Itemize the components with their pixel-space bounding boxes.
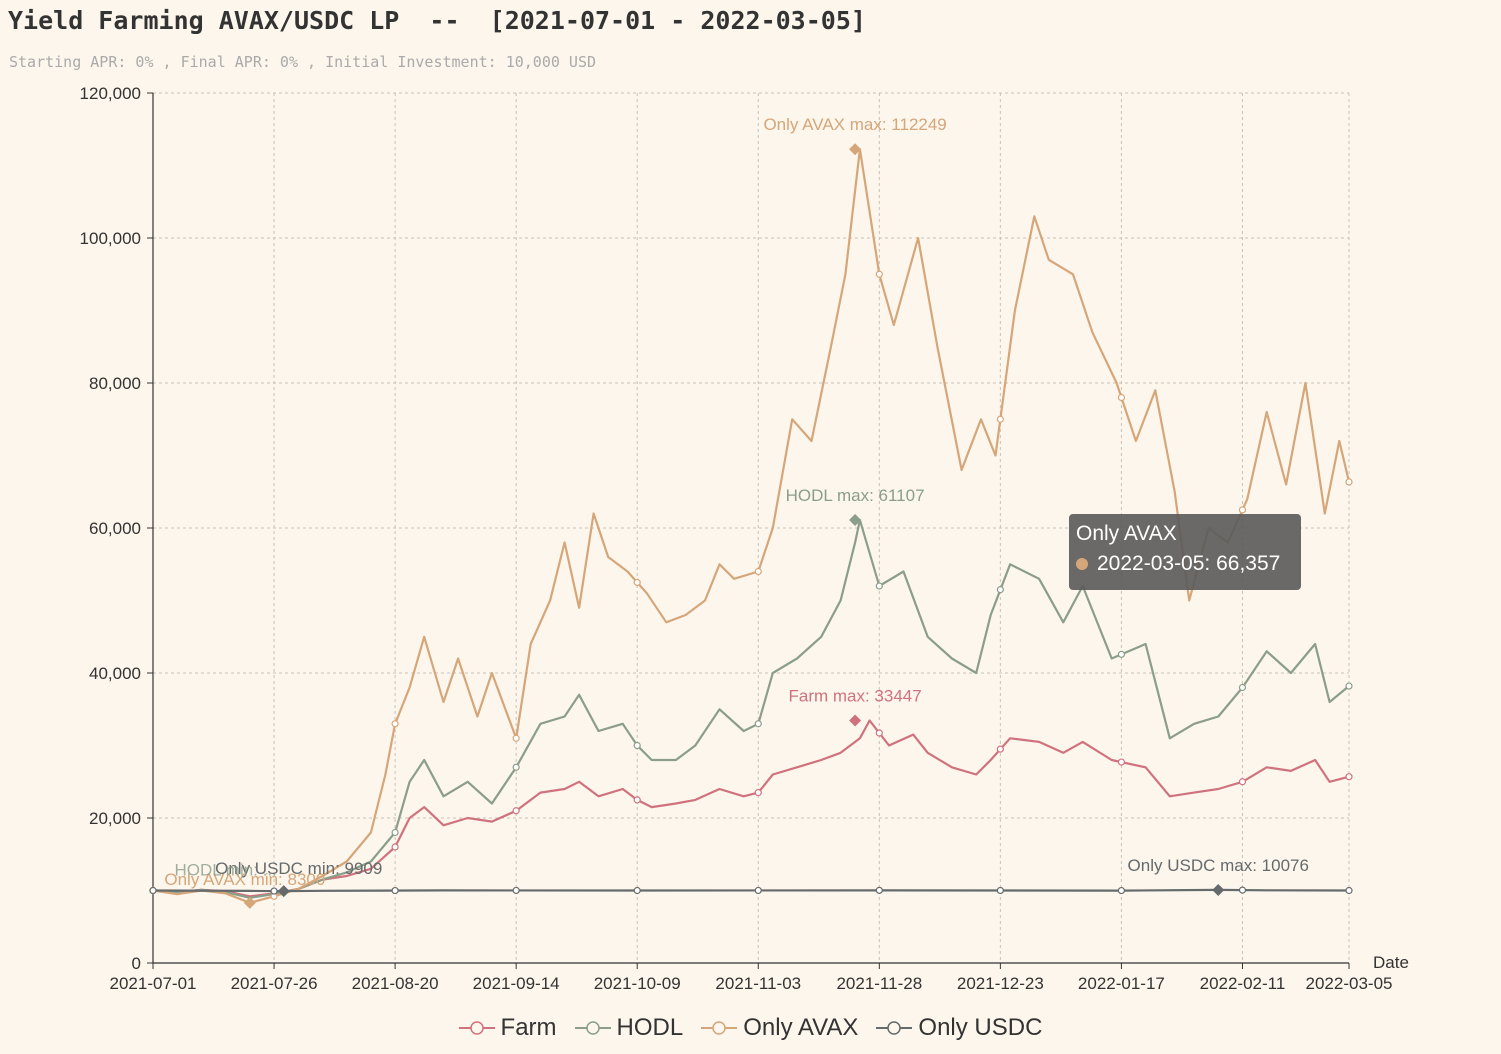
x-tick-label: 2021-11-03 [715,974,801,993]
extreme-diamond-only_avax [243,896,256,909]
extreme-diamond-only_avax [849,143,862,156]
data-point-only_usdc [996,886,1004,895]
data-point-farm [633,796,641,804]
x-tick-label: 2022-01-17 [1078,974,1165,993]
legend-symbol-icon [876,1021,913,1035]
data-point-hodl [391,828,399,837]
x-tick-label: 2021-11-28 [836,974,922,993]
data-point-hodl [996,586,1004,594]
x-axis-label: Date [1373,953,1409,972]
data-point-hodl [1345,682,1353,690]
legend-label: Only AVAX [743,1014,859,1041]
extreme-diamond-only_usdc [1212,883,1225,896]
max-label-only_usdc: Only USDC max: 10076 [1128,856,1309,875]
y-tick-label: 40,000 [89,664,141,683]
data-point-only_avax [512,734,520,742]
data-point-only_usdc [512,886,520,895]
y-tick-label: 100,000 [80,229,141,248]
series-line-hodl [152,518,1350,899]
legend-label: HODL [616,1014,684,1041]
data-point-hodl [512,763,520,771]
y-tick-label: 60,000 [89,519,141,538]
legend-item-farm[interactable]: Farm [458,1014,557,1042]
min-label-only_usdc: Only USDC min: 9909 [215,859,382,878]
extreme-markers: Farm max: 33447 HODL max: 61107 Only AVAX … [164,115,1309,909]
data-point-hodl [633,741,641,750]
extreme-diamond-hodl [849,513,862,526]
data-point-only_usdc [1238,886,1247,894]
data-point-only_avax [1117,393,1126,402]
grid-lines [153,92,1350,963]
x-tick-label: 2021-07-26 [231,974,318,993]
min-label-hodl: HODL min: ... [174,861,276,880]
series-lines [149,148,1353,904]
series-line-farm [152,719,1350,898]
data-point-farm [1117,758,1126,766]
data-point-hodl [1117,650,1126,658]
extreme-diamond-only_usdc [277,885,290,898]
x-tick-label: 2022-02-11 [1200,974,1286,993]
y-tick-label: 80,000 [89,374,141,393]
data-point-only_usdc [1345,886,1353,895]
legend-symbol-icon [701,1021,738,1035]
legend-symbol-icon [458,1021,495,1035]
min-label-only_avax: Only AVAX min: 8300 [164,870,325,889]
data-point-only_avax [754,567,762,576]
data-point-farm [754,789,762,797]
series-line-only_usdc [152,888,1350,893]
data-point-only_usdc [875,886,883,894]
extreme-diamond-farm [849,714,862,727]
data-point-farm [512,807,520,815]
legend-label: Only USDC [918,1014,1043,1041]
data-point-farm [1345,773,1353,781]
chart-title: Yield Farming AVAX/USDC LP -- [2021-07-0… [8,6,866,35]
data-point-only_avax [996,415,1004,423]
data-point-only_usdc [633,886,641,895]
legend-item-only_usdc[interactable]: Only USDC [876,1014,1042,1042]
tooltip-series: Only AVAX [1076,522,1177,545]
y-tick-label: 120,000 [80,84,141,103]
max-label-only_avax: Only AVAX max: 112249 [763,115,946,134]
max-label-hodl: HODL max: 61107 [786,486,925,505]
legend-symbol-icon [574,1021,611,1035]
data-point-hodl [754,720,762,728]
legend: Farm HODL Only AVAX Only USDC [0,1014,1501,1042]
data-point-only_avax [1345,478,1353,486]
data-point-only_avax [391,720,399,728]
tooltip: Only AVAX 2022-03-05: 66,357 [1069,514,1301,590]
x-tick-label: 2022-03-05 [1306,974,1393,993]
x-tick-label: 2021-10-09 [594,974,681,993]
data-point-only_avax [1238,506,1247,514]
data-point-farm [1238,778,1247,786]
chart-subtitle: Starting APR: 0% , Final APR: 0% , Initi… [9,53,596,71]
data-point-farm [996,745,1004,753]
tooltip-dot [1076,558,1088,570]
data-point-hodl [875,582,883,590]
x-tick-label: 2021-09-14 [473,974,560,993]
max-label-farm: Farm max: 33447 [788,687,921,706]
data-point-only_usdc [270,887,278,895]
x-tick-label: 2021-12-23 [957,974,1044,993]
data-point-only_avax [875,270,883,278]
x-tick-label: 2021-07-01 [110,974,197,993]
legend-label: Farm [500,1014,557,1041]
legend-item-hodl[interactable]: HODL [574,1014,684,1042]
data-point-only_usdc [149,886,157,895]
tooltip-value: 2022-03-05: 66,357 [1097,552,1281,575]
data-point-farm [875,729,883,737]
y-tick-label: 0 [132,954,141,973]
y-tick-label: 20,000 [89,809,141,828]
legend-item-only_avax[interactable]: Only AVAX [701,1014,858,1042]
x-tick-label: 2021-08-20 [352,974,439,993]
data-point-only_usdc [1117,886,1126,895]
data-point-only_usdc [391,886,399,895]
data-point-farm [391,843,399,851]
data-point-hodl [1238,683,1247,692]
data-point-only_usdc [754,886,762,895]
data-point-only_avax [633,578,641,586]
axes: 0 20,000 40,000 60,000 80,000 100,000 120,000 2… [80,84,1393,993]
